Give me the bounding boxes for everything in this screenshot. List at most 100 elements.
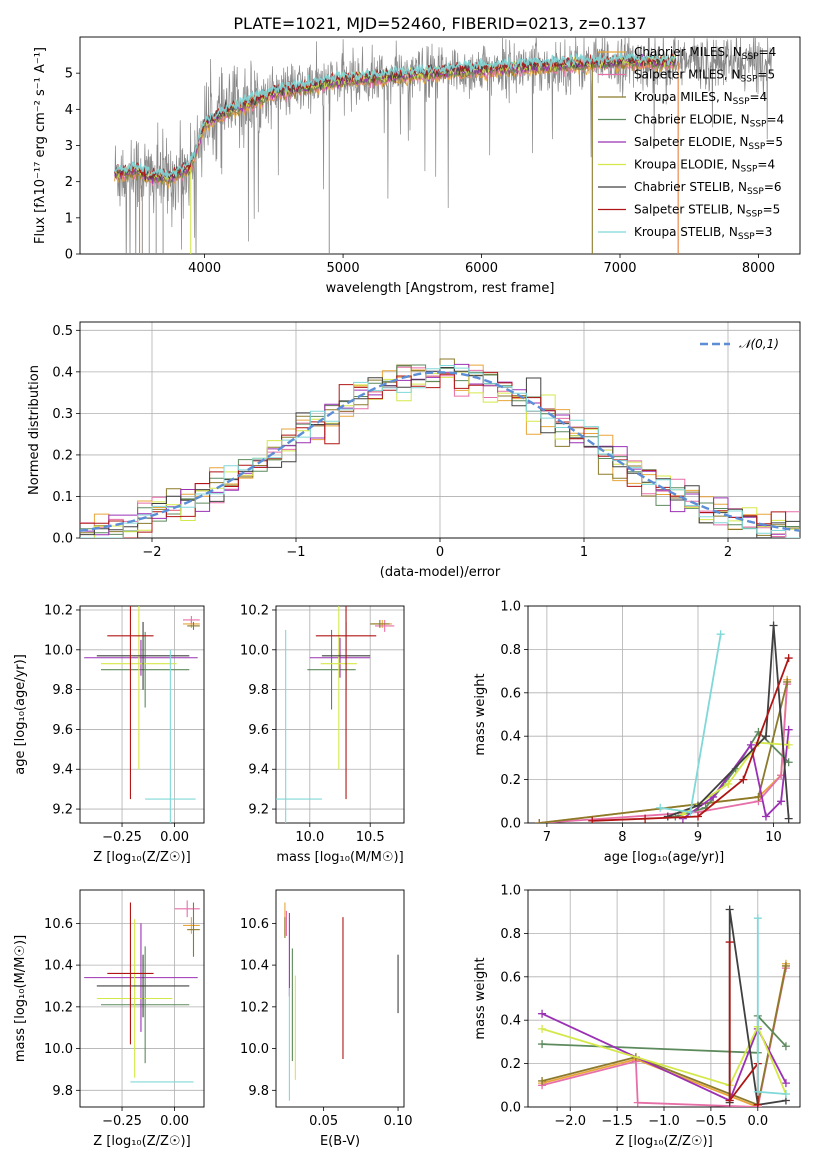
histogram-chabrier-stelib [80, 367, 800, 538]
x-axis-label: (data-model)/error [380, 565, 501, 580]
y-tick-label: 9.8 [248, 1084, 269, 1099]
y-tick-label: 3 [65, 139, 73, 154]
weight-marker [746, 740, 755, 749]
y-tick-label: 9.4 [248, 763, 269, 778]
weight-marker [781, 1089, 790, 1098]
y-axis-label: mass weight [473, 673, 488, 755]
x-tick-label: −1.5 [601, 1114, 633, 1129]
weight-marker [725, 938, 734, 947]
errorbar-chabrier-miles [182, 917, 200, 934]
y-tick-label: 0.4 [500, 730, 521, 745]
x-tick-label: 7 [543, 830, 551, 845]
errorbar-kroupa-elodie [96, 919, 173, 1078]
legend-sub: SSP [741, 165, 758, 175]
weight-marker [784, 725, 793, 734]
weight-marker [663, 812, 672, 821]
x-axis-label: E(B-V) [320, 1134, 360, 1149]
y-tick-label: 1 [65, 211, 73, 226]
y-tick-label: 0.6 [500, 970, 521, 985]
weight-marker [694, 801, 702, 810]
errorbar-kroupa-stelib [145, 649, 196, 823]
y-tick-label: 0.0 [500, 817, 521, 832]
errorbar-kroupa-elodie [320, 606, 357, 770]
y-tick-label: 10.0 [44, 1042, 73, 1057]
weight-marker [762, 812, 770, 821]
x-tick-label: 0.05 [309, 1114, 338, 1129]
y-tick-label: 1.0 [500, 600, 521, 615]
weight_vs_Z-lines [538, 905, 790, 1107]
legend-entry: Salpeter STELIB, NSSP=5 [634, 203, 780, 220]
residual-histograms [80, 358, 800, 538]
legend-sub: SSP [742, 52, 759, 62]
x-axis-label: Z [log₁₀(Z/Z☉)] [615, 1134, 712, 1149]
x-axis-label: wavelength [Angstrom, rest frame] [326, 281, 555, 296]
weight-marker [724, 779, 733, 788]
mass_vs_Z-errorbars [84, 900, 200, 1083]
legend-suffix: =4 [750, 90, 768, 104]
weight-marker [784, 654, 793, 663]
legend-entry: Kroupa MILES, NSSP=4 [634, 90, 767, 107]
legend-entry: Salpeter MILES, NSSP=5 [634, 68, 775, 85]
weight-line-salpeter-elodie [682, 729, 790, 820]
y-tick-label: 0.3 [52, 407, 73, 422]
legend-sub: SSP [750, 120, 767, 130]
legend-sub: SSP [747, 187, 764, 197]
weight-marker [538, 1009, 547, 1018]
spectrum-lines [113, 37, 773, 254]
legend-label: Kroupa ELODIE, N [634, 158, 741, 172]
mass_vs_ebv-errorbars [284, 902, 399, 1101]
x-tick-label: 8 [618, 830, 626, 845]
legend-suffix: =5 [763, 203, 781, 217]
errorbar-salpeter-elodie [84, 923, 198, 1032]
y-tick-label: 9.4 [52, 763, 73, 778]
legend-label: Chabrier MILES, N [634, 45, 742, 59]
x-tick-label: −1 [286, 545, 305, 560]
y-tick-label: 10.2 [44, 603, 73, 618]
weight-marker [769, 621, 778, 630]
age_vs_mass-axes: 10.0 10.5 9.2 9.4 9.6 9.8 10.0 10.2 mass [log₁₀(… [240, 603, 405, 865]
legend-suffix: =3 [755, 225, 773, 239]
weight-marker [694, 812, 702, 821]
legend-label: Kroupa MILES, N [634, 90, 733, 104]
errorbar-chabrier-stelib [96, 954, 190, 1018]
x-tick-label: −2.0 [554, 1114, 586, 1129]
y-tick-label: 9.2 [52, 803, 73, 818]
spectrum-frame [79, 36, 801, 255]
errorbar-salpeter-elodie [309, 637, 371, 678]
x-tick-label: 9 [694, 830, 702, 845]
y-tick-label: 0.4 [500, 1014, 521, 1029]
x-tick-label: 6000 [465, 261, 498, 276]
weight-marker [538, 1040, 547, 1049]
errorbar-kroupa-miles [187, 902, 200, 957]
y-tick-label: 0.4 [52, 365, 73, 380]
y-tick-label: 10.0 [240, 643, 269, 658]
weight-marker [781, 1042, 790, 1051]
y-tick-label: 2 [65, 175, 73, 190]
y-tick-label: 0.1 [52, 490, 73, 505]
y-tick-label: 10.4 [240, 959, 269, 974]
mass_vs_Z-frame [79, 889, 205, 1108]
x-tick-label: 10 [765, 830, 782, 845]
x-axis-label: Z [log₁₀(Z/Z☉)] [93, 1134, 190, 1149]
x-tick-label: −2 [142, 545, 161, 560]
errorbar-salpeter-miles [174, 900, 200, 918]
x-tick-label: 0.0 [747, 1114, 768, 1129]
y-tick-label: 10.2 [240, 603, 269, 618]
histogram-kroupa-stelib [80, 365, 800, 538]
y-tick-label: 0.8 [500, 927, 521, 942]
weight-marker [716, 630, 725, 639]
x-tick-label: 1 [580, 545, 588, 560]
y-tick-label: 9.8 [52, 1084, 73, 1099]
x-tick-label: 10.0 [295, 830, 324, 845]
errorbar-kroupa-miles [370, 619, 390, 628]
x-tick-label: 0.00 [160, 830, 189, 845]
legend-label: Salpeter MILES, N [634, 68, 741, 82]
y-axis-label: Normed distribution [27, 365, 42, 495]
legend-sub: SSP [733, 97, 750, 107]
x-axis-label: age [log₁₀(age/yr)] [604, 850, 725, 865]
legend-entry: Chabrier MILES, NSSP=4 [634, 45, 776, 62]
errorbar-salpeter-stelib [107, 606, 154, 800]
legend-suffix: =4 [759, 45, 777, 59]
x-tick-label: 4000 [188, 261, 221, 276]
